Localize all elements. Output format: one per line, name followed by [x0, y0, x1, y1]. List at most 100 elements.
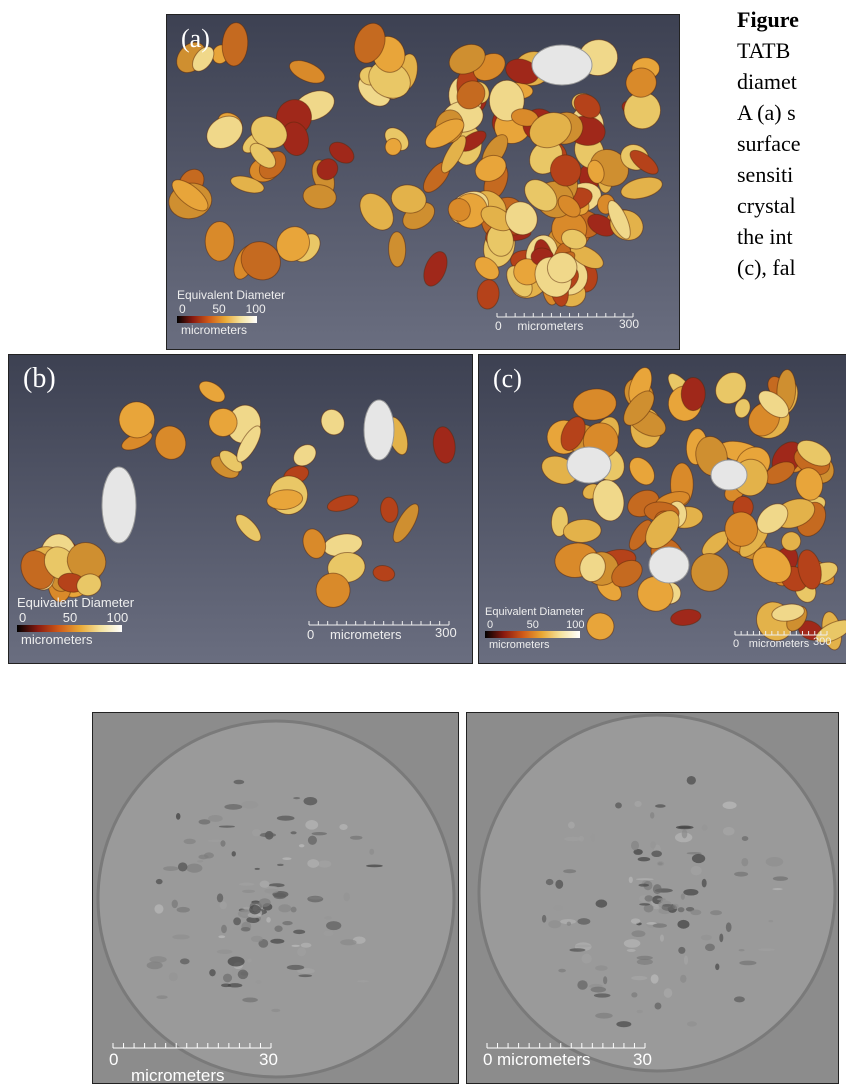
scale-end: 30 [633, 1050, 652, 1069]
caption-line: A (a) s [737, 97, 846, 128]
texture [741, 858, 748, 866]
texture [340, 939, 356, 945]
texture [282, 857, 291, 860]
texture [546, 879, 554, 885]
texture [233, 780, 244, 785]
texture [323, 931, 333, 936]
caption-line: Figure [737, 4, 846, 35]
texture [369, 849, 374, 855]
texture [307, 859, 319, 868]
scale-end: 300 [813, 636, 831, 648]
texture [655, 804, 666, 808]
scale-start: 0 [495, 319, 502, 333]
texture [249, 905, 261, 915]
texture [650, 812, 654, 819]
texture [218, 935, 225, 938]
texture [651, 850, 662, 857]
texture [631, 841, 639, 850]
texture [739, 949, 745, 951]
texture [241, 909, 248, 912]
texture [631, 992, 637, 997]
texture [636, 878, 654, 880]
texture [742, 836, 749, 841]
texture [615, 802, 622, 808]
texture [208, 815, 223, 822]
panel-image: (b)Equivalent Diameter050100micrometers0… [9, 355, 473, 664]
texture [680, 975, 686, 983]
texture [291, 945, 299, 947]
texture [772, 888, 782, 890]
panel-image: (c)Equivalent Diameter050100micrometers0… [479, 355, 846, 664]
texture [734, 996, 745, 1002]
texture [290, 831, 296, 834]
texture [577, 980, 587, 990]
micrograph-image: 0micrometers30 [93, 713, 459, 1084]
crystal [205, 221, 234, 261]
texture [691, 866, 702, 875]
texture [260, 833, 276, 837]
texture [734, 872, 748, 877]
texture [221, 925, 227, 933]
texture [650, 841, 656, 849]
texture [308, 836, 317, 845]
texture [705, 944, 715, 951]
texture [684, 955, 688, 964]
legend-tick: 50 [63, 610, 77, 625]
texture [287, 965, 304, 970]
caption-line: surface [737, 128, 846, 159]
texture [553, 905, 563, 911]
texture [766, 857, 783, 867]
texture [186, 863, 202, 872]
panel-b: (b)Equivalent Diameter050100micrometers0… [8, 354, 473, 664]
texture [366, 864, 383, 867]
texture [677, 920, 689, 929]
texture [723, 802, 737, 810]
texture [293, 797, 300, 799]
texture [156, 995, 167, 999]
texture [637, 1010, 643, 1013]
texture [702, 879, 707, 888]
texture [242, 890, 255, 893]
texture [567, 922, 571, 926]
texture [627, 949, 636, 952]
texture [264, 894, 272, 896]
texture [233, 917, 241, 925]
colorbar [17, 625, 122, 632]
texture [595, 1013, 612, 1019]
background [9, 355, 473, 664]
texture [653, 884, 662, 894]
texture [274, 893, 287, 899]
legend-unit: micrometers [181, 323, 247, 337]
texture [657, 898, 666, 901]
scale-end: 30 [259, 1050, 278, 1069]
texture [247, 958, 252, 962]
texture [293, 930, 305, 934]
texture [687, 776, 696, 785]
texture [631, 930, 645, 937]
texture [739, 961, 756, 966]
texture [692, 854, 705, 863]
texture [591, 987, 607, 993]
texture [678, 907, 685, 912]
texture [223, 974, 232, 983]
texture [198, 855, 208, 860]
texture [307, 896, 323, 903]
texture [242, 997, 258, 1002]
scale-end: 300 [619, 317, 639, 331]
texture [579, 836, 584, 842]
texture [274, 926, 282, 932]
texture [726, 922, 732, 932]
texture [312, 832, 327, 835]
texture [719, 933, 723, 942]
texture [631, 918, 641, 924]
texture [558, 969, 565, 973]
texture [542, 915, 546, 923]
texture [616, 1021, 631, 1027]
panel-label: (b) [23, 363, 56, 394]
texture [664, 988, 673, 998]
scale-start: 0 [483, 1050, 492, 1069]
texture [259, 898, 271, 907]
scale-unit: micrometers [330, 627, 402, 642]
panel-c: (c)Equivalent Diameter050100micrometers0… [478, 354, 846, 664]
legend-tick: 0 [179, 302, 186, 316]
